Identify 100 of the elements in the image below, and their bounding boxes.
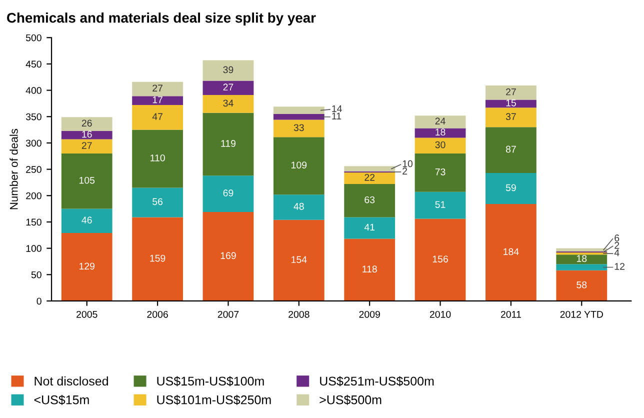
data-label: 12 — [614, 262, 624, 270]
y-tick-label: 300 — [26, 140, 42, 147]
y-tick-label: 100 — [26, 245, 42, 252]
data-label: 169 — [220, 252, 236, 260]
legend-label: US$251m-US$500m — [320, 376, 434, 386]
bar — [61, 117, 112, 131]
x-tick-label: 2007 — [218, 310, 239, 318]
data-label: 46 — [82, 216, 92, 224]
bar — [202, 176, 254, 212]
data-label: 56 — [152, 198, 163, 206]
y-tick-label: 150 — [26, 218, 42, 226]
y-tick-label: 450 — [26, 60, 42, 68]
data-label: 18 — [576, 255, 587, 262]
bar — [344, 172, 396, 184]
data-label: 22 — [364, 174, 375, 181]
data-label: 73 — [435, 168, 446, 176]
bar — [61, 130, 112, 140]
bar — [556, 254, 608, 264]
bar — [486, 127, 536, 173]
bar — [202, 112, 254, 176]
x-tick-label: 2006 — [147, 310, 168, 318]
legend-label: US$101m-US$250m — [157, 394, 271, 406]
data-label: 154 — [292, 256, 307, 264]
bar — [486, 86, 536, 100]
bar — [486, 204, 536, 301]
bar — [273, 220, 324, 301]
data-label: 105 — [79, 176, 95, 184]
bar — [273, 106, 324, 114]
y-axis-title: Number of deals — [10, 128, 18, 210]
x-tick-label: 2012 YTD — [560, 310, 603, 318]
y-tick-label: 0 — [36, 298, 42, 305]
data-label: 159 — [150, 254, 166, 262]
legend-label: US$15m-US$100m — [157, 376, 264, 386]
bar — [414, 153, 466, 192]
bar — [61, 233, 112, 301]
bar — [414, 138, 466, 154]
chart-title: Chemicals and materials deal size split by year — [7, 12, 316, 26]
data-label: 27 — [82, 142, 92, 149]
bar — [273, 137, 324, 195]
data-label: 4 — [614, 249, 620, 256]
data-label: 10 — [402, 160, 413, 168]
bar — [132, 217, 183, 301]
bar — [344, 166, 396, 172]
data-label: 26 — [82, 120, 92, 127]
data-label: 6 — [614, 234, 620, 242]
x-tick-label: 2010 — [430, 310, 451, 318]
data-label: 30 — [435, 141, 446, 148]
bar — [414, 192, 466, 219]
data-label: 2 — [614, 242, 620, 249]
bar — [61, 153, 112, 209]
bar — [556, 270, 608, 301]
data-label: 27 — [152, 84, 162, 92]
data-label: 15 — [506, 100, 516, 106]
bar — [414, 218, 466, 301]
bar — [556, 248, 608, 252]
legend-label: Not disclosed — [34, 376, 108, 386]
data-label: 156 — [432, 256, 448, 262]
bar — [202, 60, 254, 81]
bar — [61, 208, 112, 234]
bar — [61, 139, 112, 154]
bar — [132, 105, 183, 130]
data-label: 41 — [364, 224, 375, 231]
data-label: 33 — [294, 124, 304, 132]
y-tick-label: 250 — [26, 166, 42, 173]
data-label: 24 — [435, 118, 446, 124]
bar — [486, 172, 536, 204]
bar — [344, 184, 396, 218]
bar — [273, 194, 324, 220]
data-label: 63 — [364, 196, 375, 204]
data-label: 58 — [576, 281, 587, 288]
data-label: 14 — [332, 105, 342, 112]
x-tick-label: 2011 — [500, 310, 521, 318]
data-label: 17 — [152, 96, 162, 104]
bar — [273, 120, 324, 138]
data-label: 119 — [221, 140, 236, 147]
data-label: 110 — [150, 154, 165, 162]
bar — [202, 95, 254, 113]
x-tick-label: 2008 — [288, 310, 310, 318]
data-label: 118 — [362, 266, 377, 272]
data-label: 59 — [506, 184, 516, 192]
data-label: 27 — [506, 88, 516, 96]
data-label: 34 — [223, 100, 234, 107]
data-label: 27 — [223, 84, 234, 90]
x-tick-label: 2009 — [359, 310, 380, 318]
bar — [344, 217, 396, 239]
data-label: 39 — [223, 66, 234, 74]
data-label: 16 — [82, 130, 92, 138]
y-tick-label: 350 — [26, 113, 42, 120]
data-label: 69 — [223, 190, 234, 196]
x-tick-label: 2005 — [76, 310, 98, 318]
data-label: 18 — [436, 128, 446, 136]
y-tick-label: 500 — [26, 34, 42, 42]
data-label: 11 — [332, 112, 342, 120]
y-tick-label: 200 — [26, 192, 42, 200]
bar — [556, 264, 608, 270]
bar — [132, 96, 183, 106]
legend-label: >US$500m — [320, 394, 382, 406]
legend-label: <US$15m — [34, 394, 89, 406]
bar — [132, 188, 183, 218]
y-tick-label: 400 — [26, 87, 42, 94]
